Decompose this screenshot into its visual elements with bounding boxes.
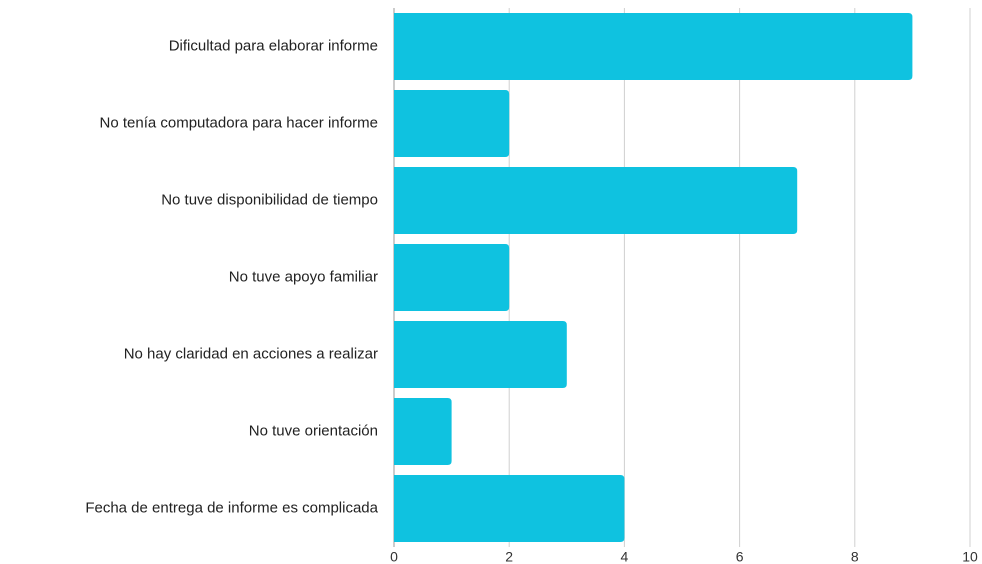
y-tick-label: No tenía computadora para hacer informe [100,114,379,131]
bar [394,167,798,234]
y-tick-label: No tuve orientación [249,422,378,439]
bar [394,13,913,80]
x-tick-label: 4 [621,549,629,564]
bar [394,398,452,465]
bar [394,90,510,157]
x-tick-label: 10 [962,549,978,564]
bar [394,475,625,542]
y-tick-label: Dificultad para elaborar informe [169,37,378,54]
bar [394,244,510,311]
x-tick-label: 8 [851,549,859,564]
y-tick-label: No hay claridad en acciones a realizar [124,345,378,362]
y-tick-label: No tuve apoyo familiar [229,268,378,285]
x-tick-label: 2 [505,549,513,564]
y-tick-label: Fecha de entrega de informe es complicad… [85,499,378,516]
y-tick-label: No tuve disponibilidad de tiempo [161,191,378,208]
x-tick-label: 0 [390,549,398,564]
x-tick-label: 6 [736,549,744,564]
bar [394,321,567,388]
